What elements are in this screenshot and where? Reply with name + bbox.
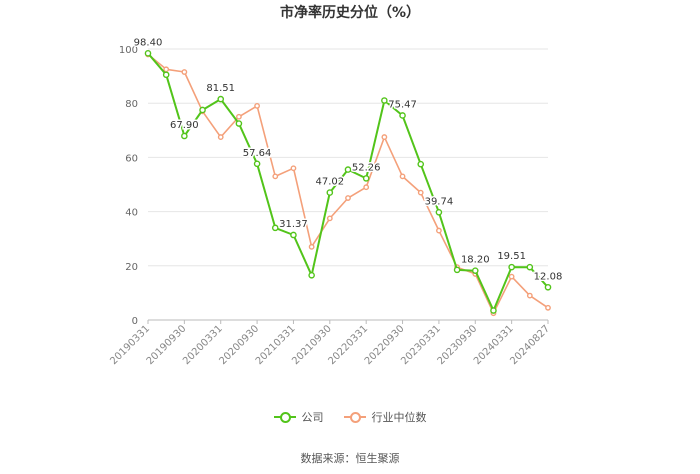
y-tick-label: 100 <box>119 45 138 56</box>
data-point-company <box>181 132 188 140</box>
data-point-industry-median <box>254 103 260 109</box>
legend-label-industry-median: 行业中位数 <box>371 411 427 424</box>
y-tick-label: 0 <box>132 316 138 327</box>
data-point-company <box>217 95 225 103</box>
data-point-industry-median <box>436 227 442 234</box>
data-point-company <box>490 307 497 314</box>
data-label-company: 67.90 <box>170 120 199 131</box>
data-point-industry-median <box>345 195 351 201</box>
legend-item-industry-median[interactable]: 行业中位数 <box>343 409 427 425</box>
data-point-company <box>162 71 170 79</box>
data-point-industry-median <box>417 189 424 196</box>
data-point-company <box>199 106 206 114</box>
data-point-company <box>253 160 261 168</box>
y-tick-label: 40 <box>125 208 138 219</box>
legend-item-company[interactable]: 公司 <box>273 409 324 425</box>
data-point-industry-median <box>236 113 242 120</box>
data-label-company: 39.74 <box>425 196 454 207</box>
data-point-company <box>381 97 388 104</box>
data-label-company: 31.37 <box>279 219 308 230</box>
data-source-note: 数据来源：恒生聚源 <box>300 452 400 465</box>
data-point-company <box>435 209 443 216</box>
data-point-industry-median <box>399 173 406 180</box>
data-point-industry-median <box>381 134 388 140</box>
data-label-company: 57.64 <box>243 148 272 159</box>
data-point-company <box>526 263 534 271</box>
data-point-industry-median <box>545 304 551 311</box>
data-point-company <box>453 266 461 274</box>
data-point-industry-median <box>526 292 533 299</box>
chart-title: 市净率历史分位（%） <box>279 5 421 21</box>
data-point-company <box>235 120 243 127</box>
data-point-company <box>417 160 425 168</box>
y-tick-label: 60 <box>125 153 138 164</box>
data-point-industry-median <box>363 184 370 191</box>
data-point-company <box>144 50 152 57</box>
data-point-company <box>399 112 406 119</box>
data-point-company <box>471 267 479 274</box>
data-label-company: 75.47 <box>388 99 417 110</box>
y-tick-label: 80 <box>125 99 138 110</box>
data-label-company: 47.02 <box>315 177 344 188</box>
data-point-industry-median <box>272 173 279 180</box>
data-point-company <box>308 271 315 279</box>
legend-swatch-company <box>273 411 296 423</box>
data-label-company: 18.20 <box>461 255 490 266</box>
data-point-company <box>271 224 279 232</box>
x-tick-label: 20240827 <box>508 323 552 367</box>
data-point-industry-median <box>163 66 170 73</box>
data-point-industry-median <box>290 165 297 172</box>
data-label-company: 81.51 <box>206 83 235 94</box>
data-label-company: 19.51 <box>497 251 526 262</box>
data-point-company <box>344 166 352 173</box>
y-tick-label: 20 <box>125 262 138 273</box>
data-label-company: 52.26 <box>352 162 381 173</box>
legend-swatch-industry-median <box>343 411 366 423</box>
data-point-industry-median <box>181 69 188 75</box>
data-point-industry-median <box>326 215 333 222</box>
chart-legend: 公司 行业中位数 <box>0 408 700 426</box>
data-point-company <box>544 283 552 291</box>
data-point-company <box>508 263 515 271</box>
data-point-industry-median <box>217 134 224 140</box>
data-label-company: 12.08 <box>534 271 563 282</box>
data-label-company: 98.40 <box>134 37 163 48</box>
data-point-industry-median <box>508 273 515 280</box>
legend-label-company: 公司 <box>301 411 324 424</box>
data-point-company <box>290 231 297 239</box>
data-point-industry-median <box>308 243 315 250</box>
data-point-company <box>362 175 370 182</box>
data-point-company <box>326 189 334 196</box>
line-chart: 0204060801002019033120190930202003312020… <box>108 36 563 367</box>
